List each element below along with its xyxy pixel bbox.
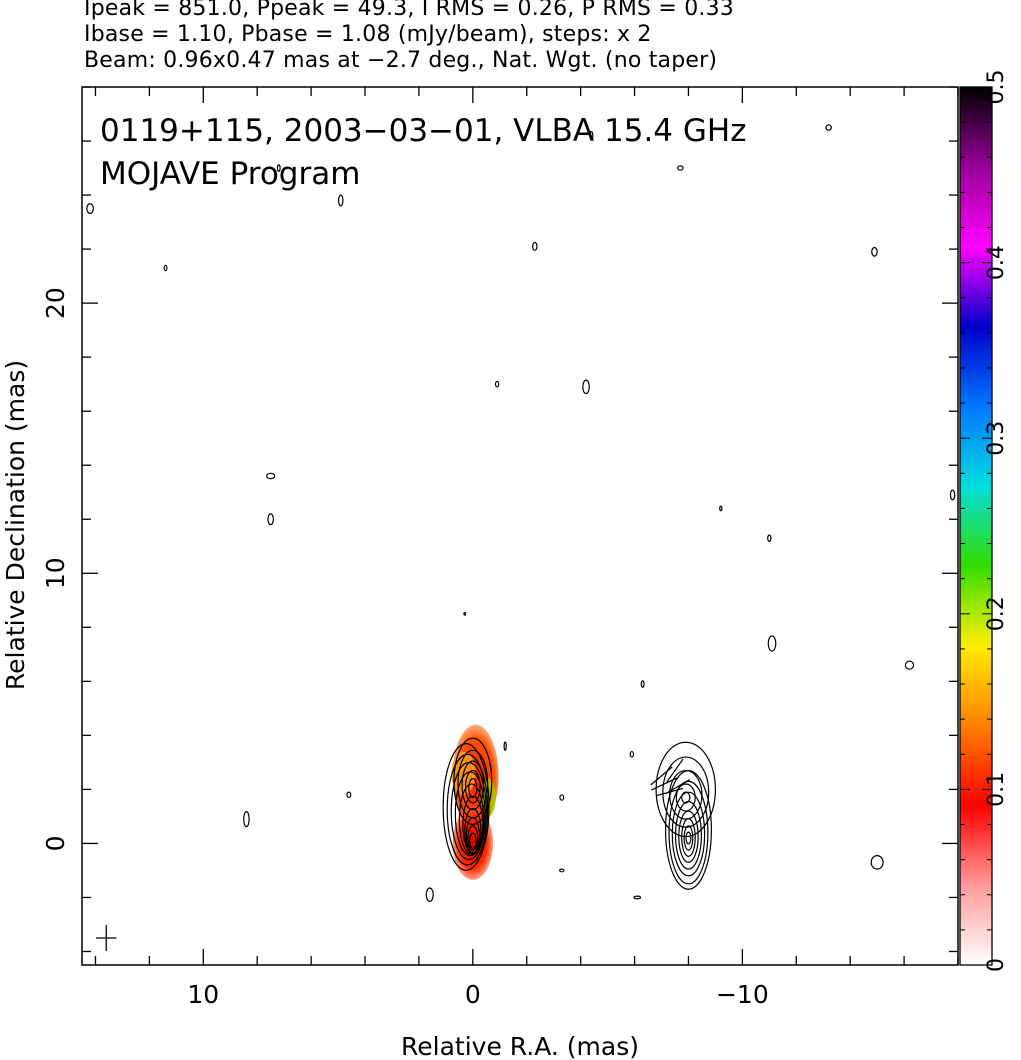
x-tick-label: 0 bbox=[465, 980, 481, 1009]
noise-contour bbox=[719, 505, 723, 512]
chart-subtitle: MOJAVE Program bbox=[100, 156, 360, 192]
header-peak-line: Ipeak = 851.0, Ppeak = 49.3, I RMS = 0.2… bbox=[84, 0, 734, 21]
y-tick-label: 0 bbox=[41, 835, 70, 851]
colorbar-tick-label: 0.1 bbox=[984, 772, 1009, 807]
jet-contour bbox=[468, 778, 478, 799]
noise-contour bbox=[425, 887, 434, 903]
colorbar bbox=[959, 86, 993, 966]
polarization-vector bbox=[651, 777, 678, 791]
contour-layer bbox=[86, 124, 956, 951]
western-knot-contour bbox=[681, 791, 691, 804]
colorbar-tick-label: 0.2 bbox=[984, 596, 1009, 631]
colorbar-tick-label: 0.3 bbox=[984, 421, 1009, 456]
axes-layer: 10 0 −10 0 10 20 bbox=[41, 86, 959, 1009]
noise-contour bbox=[949, 489, 956, 501]
polarization-vector bbox=[665, 779, 691, 795]
colorbar-tick-label: 0.4 bbox=[984, 245, 1009, 280]
noise-contour bbox=[463, 611, 467, 616]
western-knot-contour bbox=[662, 756, 710, 828]
polarization-vector bbox=[666, 758, 684, 783]
western-contour bbox=[683, 825, 694, 851]
noise-contour bbox=[640, 680, 645, 688]
chart-title: 0119+115, 2003−03−01, VLBA 15.4 GHz bbox=[100, 113, 746, 149]
noise-contour bbox=[904, 660, 915, 670]
jet-contour bbox=[457, 749, 489, 819]
noise-contour bbox=[163, 264, 168, 272]
plot-frame bbox=[81, 86, 959, 966]
y-tick-label: 10 bbox=[41, 557, 70, 589]
noise-contour bbox=[767, 635, 777, 652]
western-contour bbox=[671, 791, 706, 877]
colorbar-layer: 0 0.1 0.2 0.3 0.4 0.5 bbox=[959, 70, 1009, 972]
polarization-vector bbox=[655, 787, 684, 797]
y-axis-label: Relative Declination (mas) bbox=[1, 360, 30, 690]
polarization-vector bbox=[650, 766, 673, 786]
noise-contour bbox=[86, 203, 94, 215]
noise-contour bbox=[629, 750, 635, 758]
noise-contour bbox=[276, 164, 281, 172]
core-contour bbox=[467, 825, 479, 851]
western-knot-contour bbox=[655, 741, 717, 838]
noise-contour bbox=[338, 194, 344, 207]
jet-contour bbox=[464, 769, 481, 804]
western-knot-contour bbox=[668, 769, 703, 820]
noise-contour bbox=[871, 246, 878, 257]
core-contour bbox=[468, 832, 477, 849]
western-knot-contour bbox=[675, 783, 696, 812]
noise-contour bbox=[503, 741, 507, 751]
noise-contour bbox=[582, 379, 590, 395]
noise-contour bbox=[870, 855, 884, 870]
core-contour bbox=[442, 743, 490, 871]
noise-contour bbox=[677, 165, 684, 171]
core-contour bbox=[464, 807, 482, 855]
noise-contour bbox=[494, 380, 500, 388]
header-base-line: Ibase = 1.10, Pbase = 1.08 (mJy/beam), s… bbox=[84, 22, 652, 47]
header-beam-line: Beam: 0.96x0.47 mas at −2.7 deg., Nat. W… bbox=[84, 48, 718, 73]
noise-contour bbox=[559, 868, 565, 873]
noise-contour bbox=[532, 241, 538, 252]
noise-contour bbox=[767, 534, 772, 542]
noise-contour bbox=[589, 130, 594, 141]
colorbar-tick-label: 0 bbox=[984, 958, 1009, 972]
x-tick-label: −10 bbox=[716, 980, 769, 1009]
noise-contour bbox=[559, 794, 565, 801]
western-contour bbox=[668, 780, 709, 885]
noise-contour bbox=[243, 810, 250, 828]
x-axis-label: Relative R.A. (mas) bbox=[401, 1032, 639, 1060]
noise-contour bbox=[266, 472, 276, 480]
colorbar-tick-label: 0.5 bbox=[984, 70, 1009, 105]
western-contour bbox=[685, 831, 692, 845]
x-tick-label: 10 bbox=[187, 980, 219, 1009]
noise-contour bbox=[346, 791, 352, 799]
noise-contour bbox=[267, 513, 274, 526]
noise-contour bbox=[633, 895, 642, 900]
noise-contour bbox=[825, 124, 832, 131]
y-tick-label: 20 bbox=[41, 287, 70, 319]
jet-contour bbox=[453, 737, 493, 826]
jet-contour bbox=[461, 760, 485, 811]
